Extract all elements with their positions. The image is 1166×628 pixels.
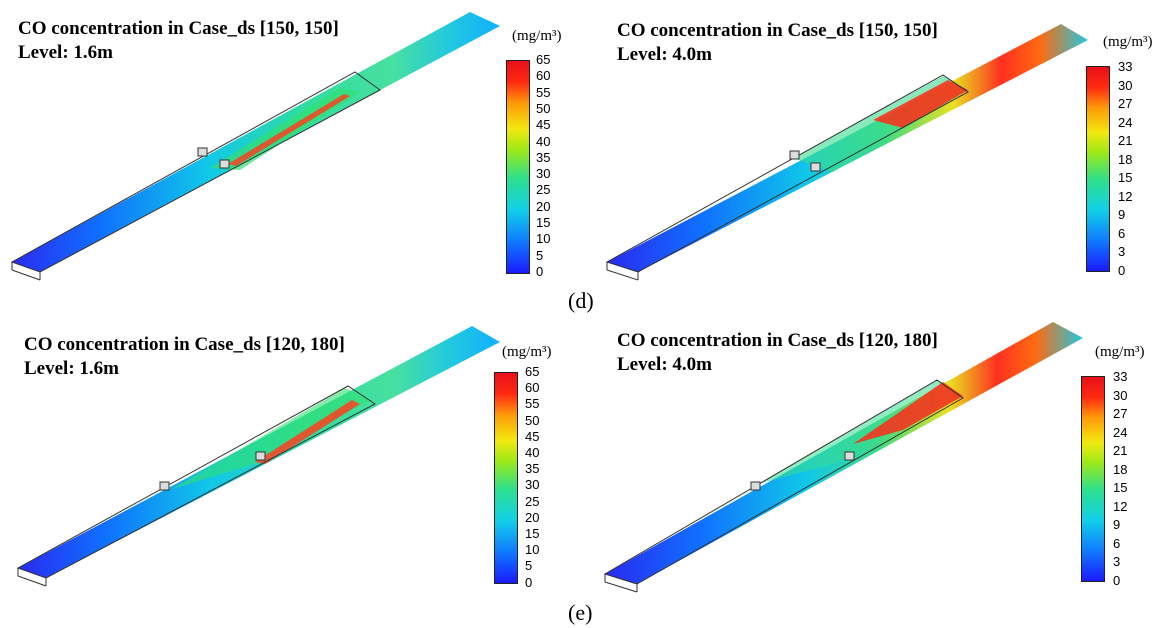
tick-label: 0 <box>1118 263 1126 278</box>
tick-label: 50 <box>536 100 551 116</box>
tick-label: 30 <box>1118 77 1133 93</box>
panel-title: CO concentration in Case_ds [150, 150] <box>617 20 938 41</box>
tick-label: 65 <box>536 52 551 67</box>
colorbar-unit: (mg/m³) <box>1103 34 1153 50</box>
panel-level: Level: 1.6m <box>24 358 119 379</box>
tick-label: 12 <box>1113 498 1128 514</box>
tick-label: 27 <box>1113 406 1128 421</box>
colorbar <box>506 60 530 274</box>
colorbar-ticks: 65 60 55 50 45 40 35 30 25 20 15 10 5 0 <box>536 53 566 283</box>
tick-label: 15 <box>536 215 551 230</box>
tick-label: 60 <box>525 380 540 396</box>
colorbar <box>494 372 518 584</box>
tick-label: 6 <box>1118 225 1126 241</box>
colorbar-ticks: 33 30 27 24 21 18 15 12 9 6 3 0 <box>1118 60 1148 280</box>
fan-box-2 <box>810 162 821 172</box>
tick-label: 30 <box>536 166 551 182</box>
panel-e-left: CO concentration in Case_ds [120, 180] L… <box>0 312 583 602</box>
tick-label: 33 <box>1118 59 1133 74</box>
tick-label: 3 <box>1118 244 1126 259</box>
tick-label: 0 <box>536 264 544 279</box>
panel-title: CO concentration in Case_ds [120, 180] <box>24 334 345 355</box>
tick-label: 25 <box>536 182 551 198</box>
tick-label: 35 <box>536 149 551 165</box>
tick-label: 21 <box>1118 133 1133 148</box>
tick-label: 45 <box>525 428 540 444</box>
panel-level: Level: 4.0m <box>617 44 712 65</box>
tick-label: 25 <box>525 493 540 509</box>
panel-d-left: CO concentration in Case_ds [150, 150] L… <box>0 0 583 290</box>
tick-label: 0 <box>1113 573 1121 588</box>
tick-label: 9 <box>1113 517 1121 532</box>
fan-box-2 <box>255 451 266 461</box>
panel-title: CO concentration in Case_ds [120, 180] <box>617 330 938 351</box>
tick-label: 35 <box>525 461 540 477</box>
tick-label: 15 <box>1118 170 1133 185</box>
tick-label: 20 <box>525 509 540 525</box>
tick-label: 60 <box>536 68 551 84</box>
tick-label: 40 <box>536 133 551 149</box>
tick-label: 30 <box>525 477 540 493</box>
panel-level: Level: 1.6m <box>18 42 113 63</box>
fan-box-2 <box>219 159 230 169</box>
tick-label: 9 <box>1118 207 1126 222</box>
fan-box-1 <box>750 481 761 491</box>
tick-label: 40 <box>525 445 540 460</box>
tick-label: 5 <box>525 558 533 574</box>
tick-label: 21 <box>1113 443 1128 458</box>
tick-label: 30 <box>1113 387 1128 403</box>
tick-label: 20 <box>536 198 551 214</box>
panel-level: Level: 4.0m <box>617 354 712 375</box>
colorbar-ticks: 33 30 27 24 21 18 15 12 9 6 3 0 <box>1113 370 1143 590</box>
tick-label: 27 <box>1118 96 1133 111</box>
tick-label: 3 <box>1113 554 1121 569</box>
tick-label: 18 <box>1118 151 1133 167</box>
colorbar <box>1081 376 1105 582</box>
tick-label: 50 <box>525 412 540 428</box>
tick-label: 18 <box>1113 461 1128 477</box>
colorbar <box>1086 66 1110 272</box>
fan-box-1 <box>159 481 170 491</box>
fan-box-1 <box>197 147 208 157</box>
tick-label: 24 <box>1118 114 1133 130</box>
tick-label: 5 <box>536 247 544 263</box>
tunnel-contour-plot <box>10 12 500 281</box>
tunnel-contour-plot <box>16 326 500 587</box>
tick-label: 10 <box>525 542 540 558</box>
tunnel-contour-plot <box>603 322 1083 593</box>
tick-label: 45 <box>536 117 551 133</box>
fan-box-2 <box>844 451 855 461</box>
colorbar-unit: (mg/m³) <box>1095 344 1145 360</box>
colorbar-ticks: 65 60 55 50 45 40 35 30 25 20 15 10 5 0 <box>525 365 555 595</box>
subfigure-label-e: (e) <box>568 600 593 625</box>
tunnel-contour-plot <box>605 24 1088 281</box>
tick-label: 33 <box>1113 369 1128 384</box>
tick-label: 12 <box>1118 188 1133 204</box>
colorbar-unit: (mg/m³) <box>502 344 552 360</box>
tick-label: 24 <box>1113 424 1128 440</box>
panel-e-right: CO concentration in Case_ds [120, 180] L… <box>583 312 1166 602</box>
panel-title: CO concentration in Case_ds [150, 150] <box>18 18 339 39</box>
panel-d-right: CO concentration in Case_ds [150, 150] L… <box>583 0 1166 290</box>
tick-label: 10 <box>536 231 551 247</box>
subfigure-label-d: (d) <box>568 288 594 313</box>
fan-box-1 <box>789 150 800 160</box>
tick-label: 55 <box>536 84 551 100</box>
colorbar-unit: (mg/m³) <box>512 28 562 44</box>
tick-label: 55 <box>525 396 540 412</box>
tick-label: 6 <box>1113 535 1121 551</box>
tick-label: 65 <box>525 364 540 379</box>
tick-label: 15 <box>525 526 540 541</box>
tick-label: 0 <box>525 574 533 590</box>
tick-label: 15 <box>1113 480 1128 495</box>
